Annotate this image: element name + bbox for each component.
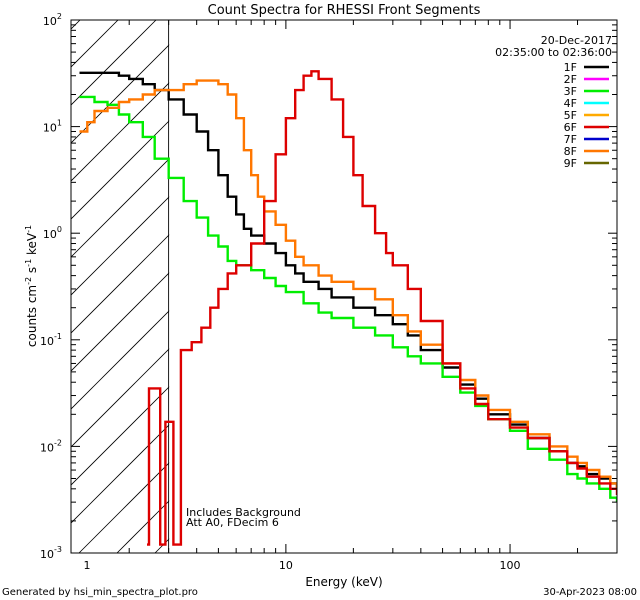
legend-label-1f: 1F — [564, 61, 577, 74]
legend-label-8f: 8F — [564, 145, 577, 158]
y-tick-label: 10-1 — [40, 332, 62, 348]
annotation-background: Includes Background — [186, 506, 301, 519]
axis-ticks — [71, 20, 618, 554]
annotation-attenuator: Att A0, FDecim 6 — [186, 516, 279, 529]
date-text: 20-Dec-2017 — [541, 34, 612, 47]
y-tick-label: 100 — [43, 225, 62, 241]
x-tick-label: 1 — [84, 559, 91, 572]
y-axis-label: counts cm-2 s-1 keV-1 — [24, 225, 39, 347]
hatch-line — [71, 20, 195, 144]
legend-label-5f: 5F — [564, 109, 577, 122]
footer-timestamp: 30-Apr-2023 08:00 — [543, 587, 637, 598]
y-tick-labels: 10-3 10-2 10-1 100 101 102 — [40, 12, 62, 561]
x-tick-label: 10 — [279, 559, 293, 572]
chart-title: Count Spectra for RHESSI Front Segments — [208, 3, 481, 18]
y-tick-label: 10-3 — [40, 545, 62, 561]
legend-label-2f: 2F — [564, 73, 577, 86]
hatch-line — [71, 20, 81, 30]
series-6f — [147, 70, 617, 546]
legend-label-9f: 9F — [564, 157, 577, 170]
x-tick-label: 100 — [500, 559, 521, 572]
plot-frame — [70, 19, 618, 554]
legend-label-4f: 4F — [564, 97, 577, 110]
hatch-mask — [169, 20, 617, 553]
y-tick-label: 101 — [43, 119, 62, 135]
x-tick-labels: 1 10 100 — [84, 559, 521, 572]
y-tick-label: 102 — [43, 12, 62, 28]
excluded-energy-hatch — [71, 20, 617, 553]
y-tick-label: 10-2 — [40, 438, 62, 454]
legend-label-7f: 7F — [564, 133, 577, 146]
series-layer — [79, 70, 617, 546]
series-8f — [79, 79, 617, 489]
legend-label-3f: 3F — [564, 85, 577, 98]
hatch-line — [71, 20, 157, 106]
legend-label-6f: 6F — [564, 121, 577, 134]
time-range-text: 02:35:00 to 02:36:00 — [495, 46, 612, 59]
generated-by-text: Generated by hsi_min_spectra_plot.pro — [2, 587, 198, 598]
hatch-line — [71, 20, 233, 182]
x-axis-label: Energy (keV) — [305, 575, 382, 589]
